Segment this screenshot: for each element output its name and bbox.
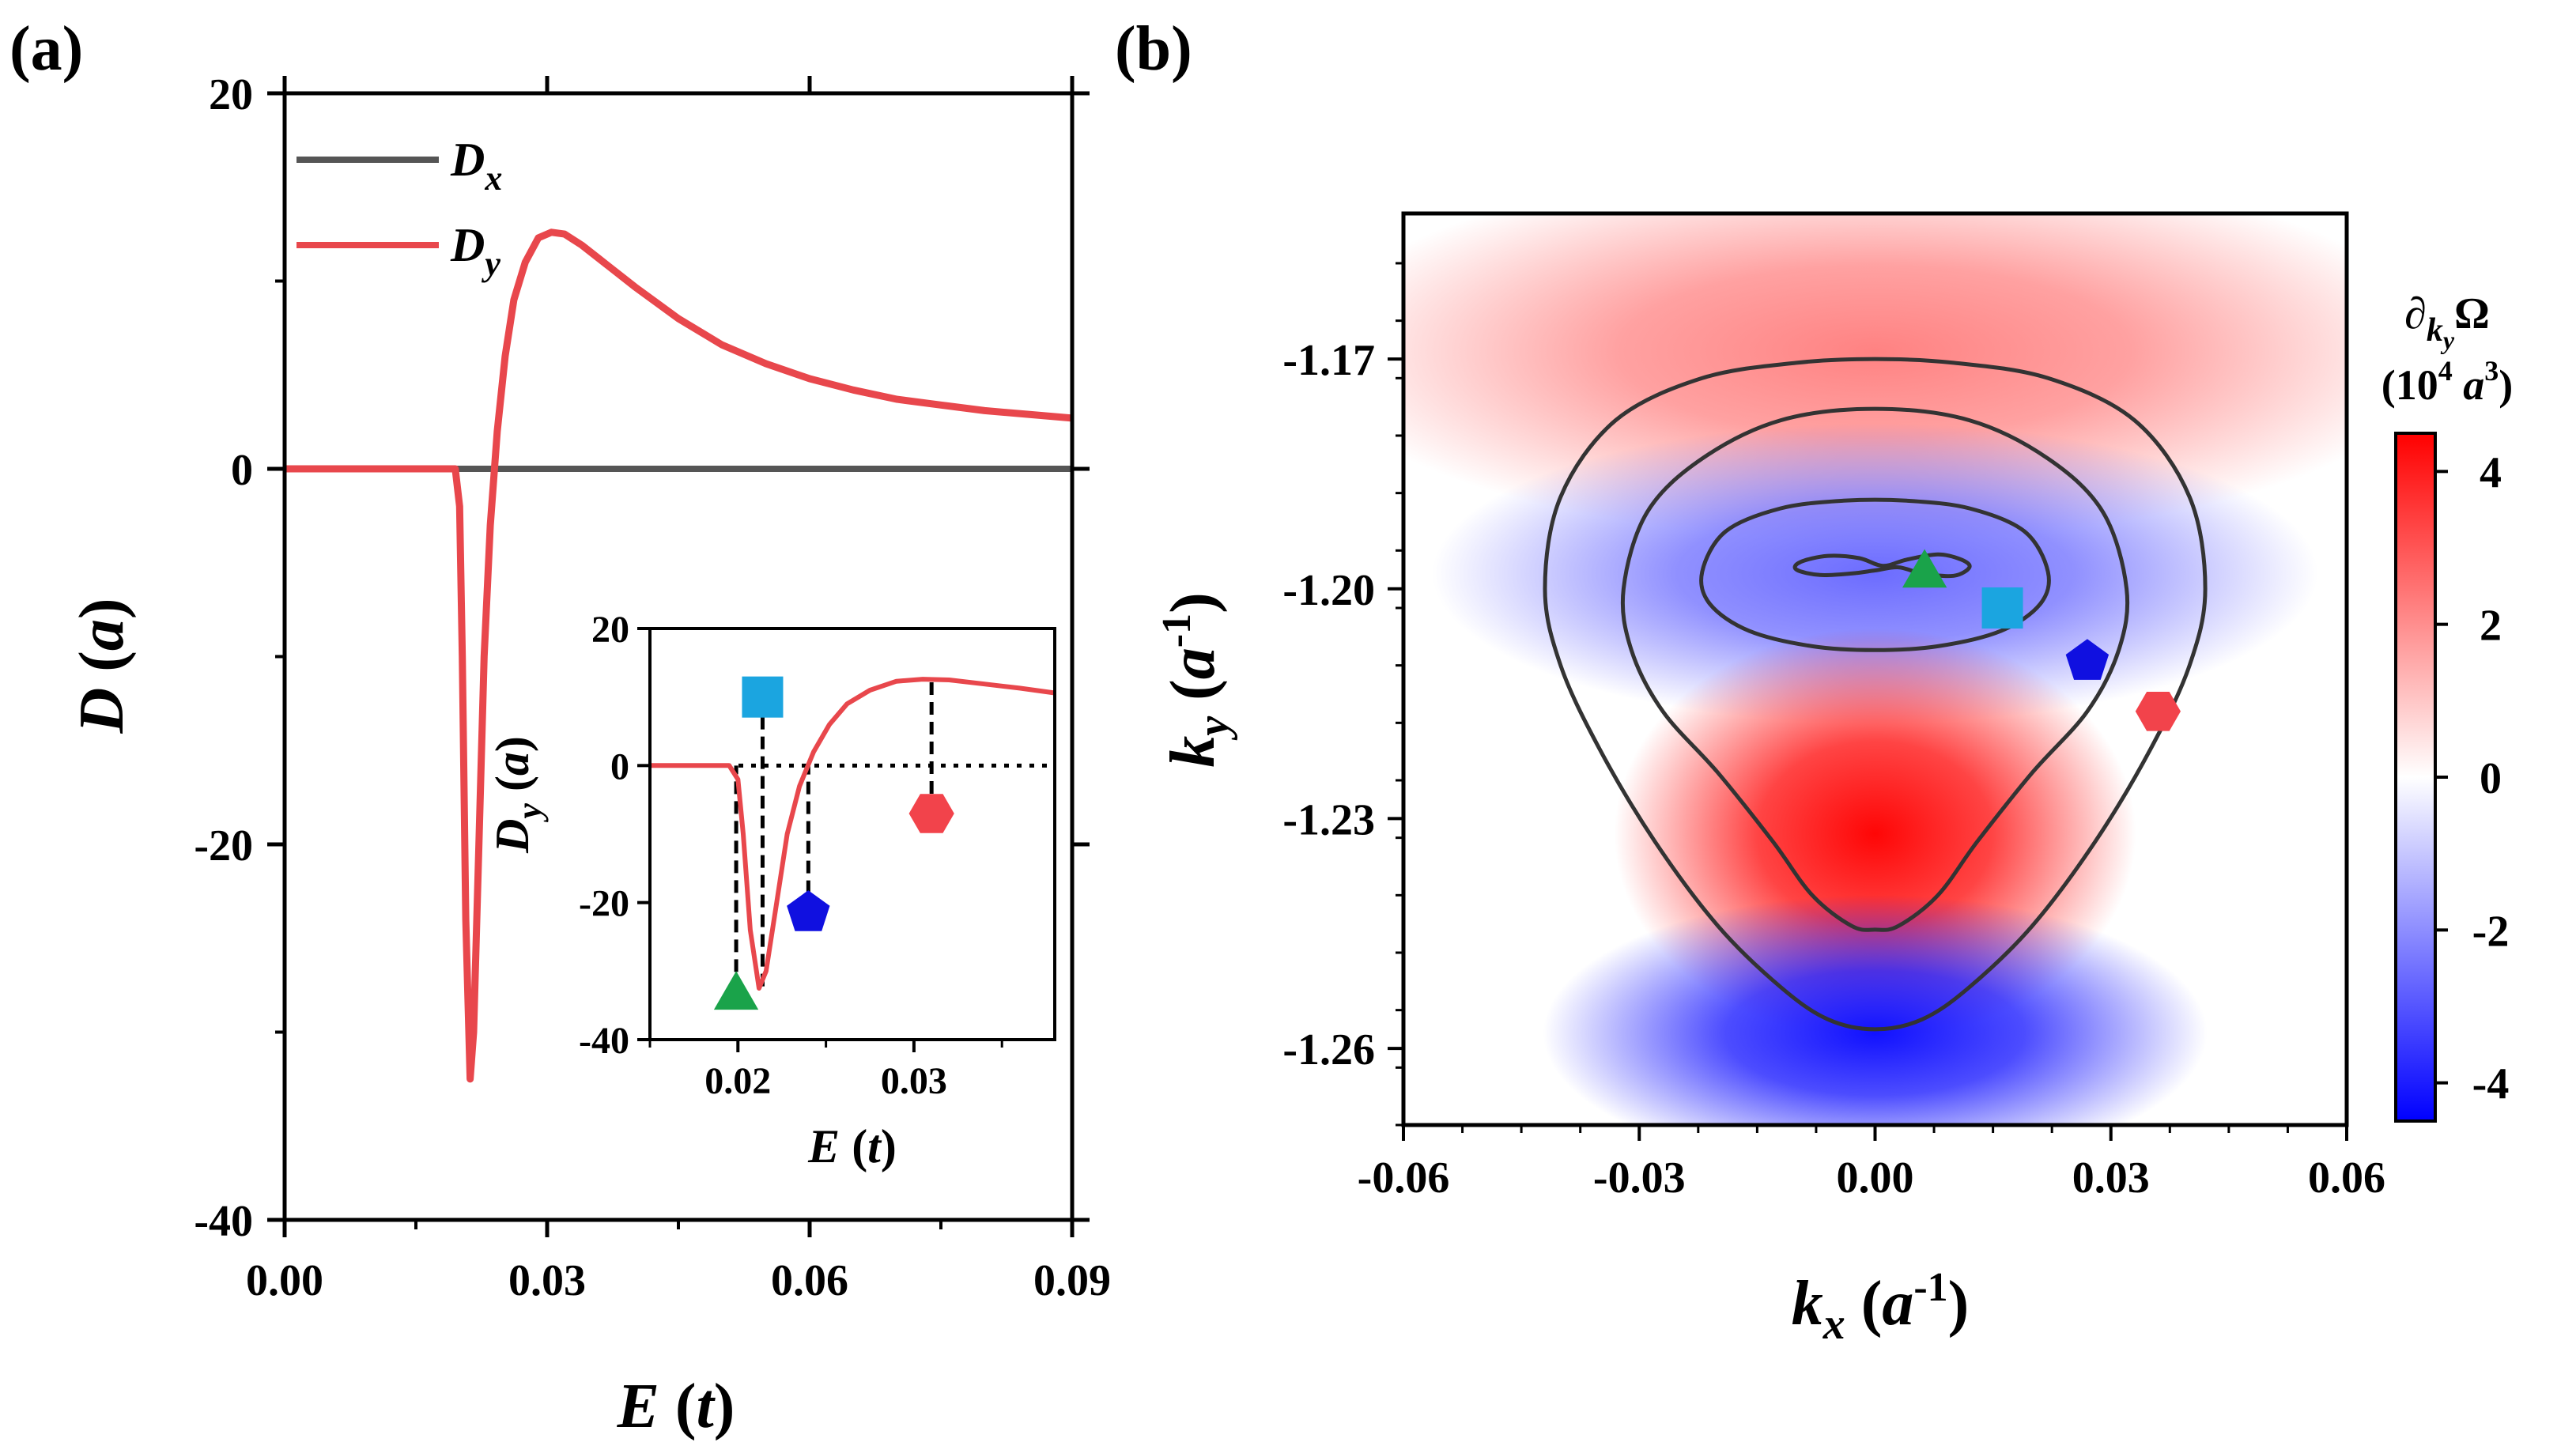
- marker-hexagon: [2135, 692, 2181, 731]
- x-tick-label: -0.06: [1358, 1153, 1450, 1202]
- x-tick-label: 0.09: [1033, 1256, 1111, 1305]
- x-tick-label: 0.03: [508, 1256, 586, 1305]
- contour-middle: [1699, 497, 2051, 652]
- inset-y-tick-label: -20: [579, 883, 629, 925]
- y-tick-label: -40: [194, 1197, 253, 1246]
- inset-dy-line: [650, 677, 1056, 991]
- marker-triangle: [1902, 549, 1947, 588]
- panel-b: (b) -0.06 -0.03 0.00 0.03 0.06 -1.17 -1.20 -1.2…: [1115, 14, 2513, 1349]
- x-tick-label: 0.06: [2308, 1153, 2385, 1202]
- x-tick-label: -0.03: [1593, 1153, 1686, 1202]
- panel-a: (a) 0.00 0.03 0.06 0.09 20 0 -20 -40 D (a) E (t…: [9, 14, 1111, 1441]
- colorbar-tick-label: 2: [2480, 602, 2502, 651]
- x-tick-label: 0.00: [246, 1256, 323, 1305]
- panel-b-label: (b): [1115, 14, 1192, 84]
- y-tick-label: 20: [209, 70, 253, 119]
- inset-x-tick-label: 0.03: [881, 1060, 947, 1102]
- y-tick-label: -20: [194, 821, 253, 870]
- marker-pentagon: [2065, 639, 2110, 680]
- inset-marker-square: [742, 676, 784, 718]
- colorbar-tick-label: 4: [2480, 448, 2502, 497]
- inset-marker-pentagon: [787, 890, 830, 931]
- y-tick-label: -1.23: [1282, 795, 1375, 844]
- panel-a-label: (a): [9, 14, 83, 84]
- contour-outer2: [1620, 406, 2130, 932]
- y-tick-label: -1.17: [1282, 336, 1375, 385]
- y-tick-label: 0: [231, 446, 253, 495]
- inset-ylabel: Dy (a): [486, 736, 549, 854]
- inset-y-tick-label: -40: [579, 1020, 629, 1062]
- heatmap-blob-negative: [1543, 894, 2208, 1125]
- x-tick-label: 0.00: [1837, 1153, 1914, 1202]
- inset-marker-hexagon: [908, 794, 954, 833]
- panel-b-xlabel: kx (a-1): [1792, 1265, 1970, 1349]
- contour-inner: [1792, 552, 1972, 579]
- y-tick-label: -1.26: [1282, 1025, 1375, 1074]
- panel-b-ylabel: ky (a-1): [1154, 592, 1238, 767]
- colorbar-title-line2: (104 a3): [2381, 355, 2513, 409]
- legend-dx-label: Dx: [450, 134, 502, 198]
- colorbar-tick-label: 0: [2480, 754, 2502, 803]
- colorbar-tick-label: -4: [2472, 1060, 2510, 1109]
- inset-xlabel: E (t): [807, 1120, 897, 1172]
- inset-background: [650, 629, 1055, 1040]
- inset-x-tick-label: 0.02: [704, 1060, 771, 1102]
- inset-y-tick-label: 0: [610, 746, 629, 787]
- legend-dy-label: Dy: [450, 219, 500, 283]
- panel-b-heatmap: [1403, 213, 2347, 1125]
- colorbar-title-line1: ∂kyΩ: [2404, 289, 2490, 354]
- colorbar: 4 2 0 -2 -4: [2394, 432, 2510, 1123]
- marker-square: [1981, 587, 2023, 629]
- series-dy-line: [285, 228, 1073, 1083]
- panel-a-inset: 0.02 0.03 20 0 -20 -40: [579, 609, 1056, 1102]
- inset-frame: [648, 627, 1056, 1041]
- panel-a-ylabel: D (a): [67, 598, 137, 734]
- colorbar-tick-label: -2: [2472, 907, 2510, 956]
- x-tick-label: 0.06: [771, 1256, 848, 1305]
- x-tick-label: 0.03: [2072, 1153, 2150, 1202]
- y-tick-label: -1.20: [1282, 566, 1375, 615]
- panel-a-legend: Dx Dy: [297, 134, 502, 283]
- panel-a-xlabel: E (t): [617, 1372, 735, 1441]
- panel-b-plot-area: -0.06 -0.03 0.00 0.03 0.06 -1.17 -1.20 -1.23 -1.…: [1282, 211, 2385, 1202]
- inset-y-tick-label: 20: [591, 609, 629, 651]
- colorbar-bar: [2394, 432, 2437, 1123]
- inset-marker-triangle: [713, 971, 759, 1010]
- panel-a-plot-area: 0.00 0.03 0.06 0.09 20 0 -20 -40: [194, 70, 1111, 1305]
